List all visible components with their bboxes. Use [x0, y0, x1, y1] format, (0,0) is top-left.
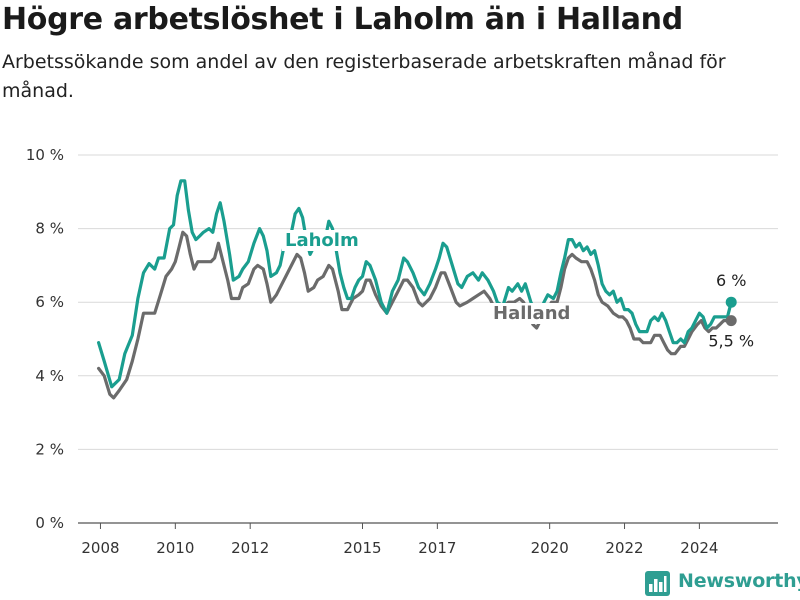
x-tick-label: 2012 — [231, 539, 269, 557]
x-tick-label: 2022 — [605, 539, 643, 557]
y-tick-label: 2 % — [35, 440, 64, 458]
x-tick-label: 2008 — [81, 539, 119, 557]
chart-title: Högre arbetslöshet i Laholm än i Halland — [2, 2, 683, 37]
y-tick-label: 0 % — [35, 514, 64, 532]
y-tick-label: 4 % — [35, 367, 64, 385]
y-tick-label: 8 % — [35, 220, 64, 238]
newsworthy-logo-icon — [645, 571, 670, 596]
brand-logo: Newsworthy — [645, 570, 800, 600]
end-marker-laholm — [725, 296, 737, 308]
y-tick-label: 6 % — [35, 293, 64, 311]
x-tick-label: 2020 — [531, 539, 569, 557]
end-label-laholm: 6 % — [716, 271, 746, 290]
x-tick-label: 2015 — [343, 539, 381, 557]
end-label-halland: 5,5 % — [708, 332, 754, 351]
end-markers: 5,5 % 6 % — [708, 271, 754, 350]
x-tick-label: 2017 — [418, 539, 456, 557]
series-line-halland — [97, 230, 733, 400]
y-axis: 0 % 2 % 4 % 6 % 8 % 10 % — [26, 146, 64, 532]
series-label-background — [282, 230, 362, 251]
y-tick-label: 10 % — [26, 146, 64, 164]
x-tick-label: 2024 — [680, 539, 718, 557]
series-label-laholm: Laholm — [285, 230, 359, 251]
series-label-halland: Halland — [493, 303, 570, 324]
chart-subtitle: Arbetssökande som andel av den registerb… — [2, 51, 726, 102]
brand-name: Newsworthy — [678, 570, 800, 592]
series-line-laholm — [97, 179, 733, 389]
x-tick-label: 2010 — [156, 539, 194, 557]
end-marker-halland — [725, 315, 737, 327]
x-axis: 2008 2010 2012 2015 2017 2020 2022 2024 — [81, 523, 718, 557]
series-label-background — [490, 303, 574, 324]
series-group — [97, 179, 733, 400]
